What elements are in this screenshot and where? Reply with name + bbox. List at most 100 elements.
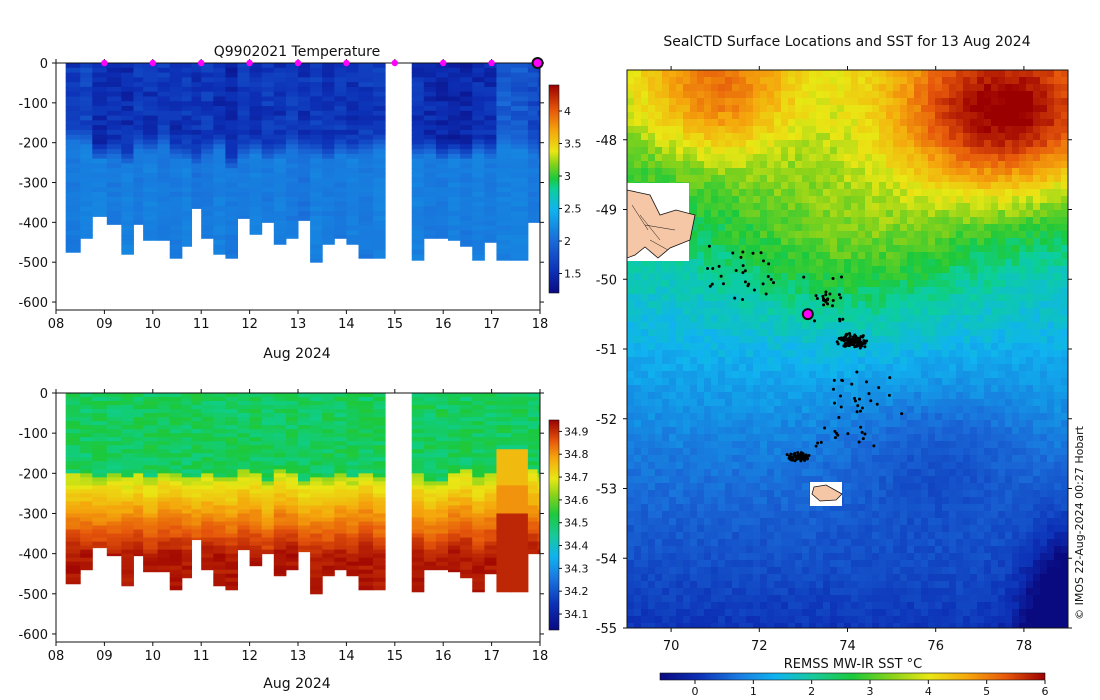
temperature-cell: [273, 91, 287, 97]
temperature-cell: [484, 110, 497, 117]
salinity-cell: [527, 533, 539, 539]
salinity-cell: [358, 557, 374, 563]
temperature-cell: [285, 96, 299, 102]
sst-pixel: [802, 154, 810, 162]
sst-pixel: [739, 147, 747, 155]
temperature-cell: [472, 144, 485, 150]
sst-pixel: [711, 217, 719, 225]
temperature-cell: [510, 153, 529, 160]
sst-pixel: [627, 154, 635, 162]
salinity-cell: [423, 565, 437, 571]
salinity-cell: [435, 497, 449, 502]
salinity-cell: [92, 449, 108, 454]
sst-pixel: [711, 189, 719, 197]
temperature-cell: [181, 172, 193, 179]
salinity-cell: [273, 433, 287, 438]
salinity-cell: [237, 525, 251, 531]
salinity-cell: [65, 433, 81, 438]
temperature-cell: [181, 77, 193, 83]
salinity-cell: [537, 433, 540, 438]
sst-pixel: [662, 259, 670, 267]
temperature-cell: [510, 63, 529, 69]
temperature-cell: [334, 134, 347, 140]
temperature-cell: [65, 163, 81, 169]
salinity-cell: [435, 437, 449, 442]
temperature-cell: [310, 206, 323, 212]
sst-pixel: [872, 259, 880, 267]
salinity-cell: [237, 493, 251, 498]
temperature-cell: [423, 106, 437, 112]
temperature-cell: [92, 168, 108, 174]
salinity-cell: [181, 433, 193, 438]
sst-pixel: [907, 91, 915, 99]
temperature-cell: [310, 144, 323, 150]
salinity-cell: [201, 437, 214, 442]
temperature-cell: [225, 129, 238, 136]
temperature-cell: [460, 96, 473, 102]
temperature-cell: [334, 192, 347, 198]
salinity-cell: [496, 409, 512, 414]
sst-pixel: [865, 112, 873, 120]
sst-pixel: [949, 70, 957, 78]
sst-pixel: [865, 140, 873, 148]
salinity-cell: [106, 525, 122, 531]
sst-pixel: [690, 182, 698, 190]
salinity-cell: [460, 417, 473, 422]
sst-pixel: [886, 91, 894, 99]
salinity-cell: [373, 449, 386, 454]
sst-pixel: [711, 84, 719, 92]
salinity-cell: [346, 429, 359, 434]
temperature-cell: [133, 77, 144, 83]
temperature-cell: [537, 67, 540, 74]
temperature-cell: [411, 211, 425, 217]
salinity-cell: [181, 397, 193, 402]
sst-pixel: [802, 259, 810, 267]
salinity-cell: [435, 473, 449, 478]
sst-pixel: [900, 196, 908, 204]
salinity-cell: [213, 569, 226, 575]
sst-pixel: [921, 210, 929, 218]
temperature-cell: [106, 172, 122, 179]
sst-pixel: [788, 112, 796, 120]
sst-pixel: [788, 161, 796, 169]
salinity-cell: [80, 537, 93, 543]
salinity-cell: [435, 513, 449, 518]
temperature-cell: [157, 120, 171, 126]
sst-pixel: [984, 112, 992, 120]
sst-pixel: [844, 217, 852, 225]
salinity-cell: [133, 481, 144, 486]
salinity-cell: [261, 533, 275, 539]
temperature-cell: [143, 182, 159, 188]
salinity-cell: [448, 469, 461, 474]
sst-pixel: [984, 70, 992, 78]
sst-pixel: [774, 224, 782, 232]
sst-pixel: [725, 231, 733, 239]
sst-pixel: [886, 196, 894, 204]
temperature-cell: [285, 149, 299, 155]
temperature-cell: [537, 168, 540, 174]
temperature-cell: [448, 144, 461, 150]
salinity-cell: [510, 401, 529, 406]
sst-pixel: [725, 119, 733, 127]
sst-pixel: [704, 203, 712, 211]
temperature-cell: [143, 91, 159, 97]
salinity-cell: [537, 501, 540, 506]
temperature-cell: [537, 177, 540, 184]
salinity-cell: [373, 461, 386, 466]
salinity-cell: [285, 537, 299, 543]
salinity-cell: [423, 417, 437, 422]
salinity-cell: [373, 393, 386, 398]
temperature-cell: [537, 106, 540, 112]
sst-pixel: [998, 77, 1006, 85]
salinity-cell: [448, 517, 461, 523]
salinity-cell: [298, 521, 311, 527]
temperature-cell: [191, 168, 202, 174]
temperature-cell: [358, 235, 374, 241]
temperature-cell: [448, 196, 461, 203]
salinity-cell: [411, 517, 425, 523]
sst-pixel: [1040, 231, 1048, 239]
temperature-cell: [537, 101, 540, 107]
sst-pixel: [746, 84, 754, 92]
sst-pixel: [1040, 245, 1048, 253]
temperature-cell: [510, 72, 529, 78]
